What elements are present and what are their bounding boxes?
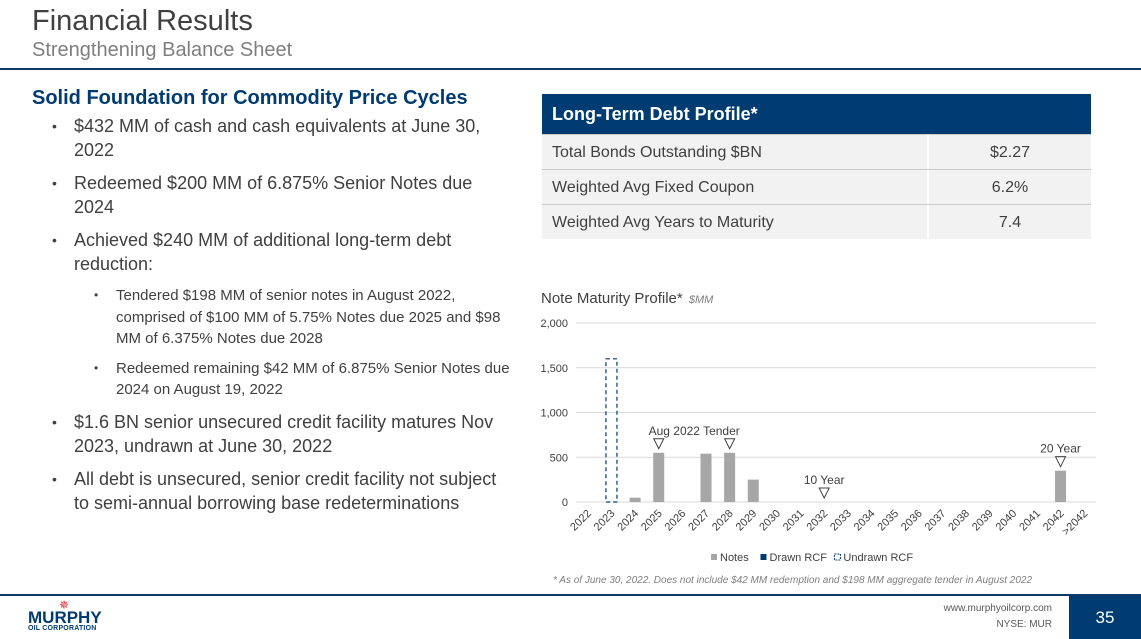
page-subtitle: Strengthening Balance Sheet: [32, 39, 293, 61]
chart-title: Note Maturity Profile* $MM: [541, 290, 713, 307]
legend-swatch: [833, 553, 841, 561]
x-tick-label: 2026: [663, 508, 689, 534]
header-divider: [0, 68, 1141, 70]
legend-label: Undrawn RCF: [843, 552, 913, 564]
y-tick-label: 0: [562, 497, 568, 509]
bullet-text: $432 MM of cash and cash equivalents at …: [74, 116, 481, 160]
row-label: Total Bonds Outstanding $BN: [542, 135, 929, 169]
bullet-text: Redeemed $200 MM of 6.875% Senior Notes …: [74, 173, 473, 217]
bullet-list: $432 MM of cash and cash equivalents at …: [32, 114, 512, 515]
x-tick-label: 2039: [970, 508, 996, 534]
table-row: Total Bonds Outstanding $BN $2.27: [542, 134, 1091, 169]
logo-name: MURPHY: [28, 608, 102, 627]
sub-bullet-item: Redeemed remaining $42 MM of 6.875% Seni…: [74, 358, 512, 401]
row-value: 7.4: [998, 214, 1022, 231]
row-value: 6.2%: [991, 179, 1029, 196]
murphy-logo: ✵ MURPHY OIL CORPORATION: [28, 599, 108, 635]
legend-label: Notes: [720, 552, 749, 564]
logo-star-icon: ✵: [59, 598, 70, 612]
annotation-label: 20 Year: [1040, 442, 1081, 456]
bar-notes: [653, 452, 665, 502]
x-tick-label: 2031: [781, 508, 807, 534]
left-panel: Solid Foundation for Commodity Price Cyc…: [32, 86, 512, 524]
bar-undrawn-rcf: [605, 358, 618, 503]
section-heading: Solid Foundation for Commodity Price Cyc…: [32, 87, 468, 109]
sub-bullet-item: Tendered $198 MM of senior notes in Augu…: [74, 285, 512, 350]
debt-table-title: Long-Term Debt Profile*: [542, 94, 1091, 134]
table-row: Weighted Avg Years to Maturity 7.4: [542, 204, 1091, 239]
logo-subtitle: OIL CORPORATION: [28, 625, 97, 632]
y-tick-label: 1,500: [540, 363, 568, 375]
bullet-item: All debt is unsecured, senior credit fac…: [32, 467, 512, 515]
x-tick-label: 2032: [805, 508, 831, 534]
row-label: Weighted Avg Fixed Coupon: [542, 170, 929, 204]
bar-notes: [724, 452, 736, 502]
annotation-marker-icon: [652, 438, 665, 450]
bullet-text: Achieved $240 MM of additional long-term…: [74, 230, 452, 274]
y-tick-label: 1,000: [540, 408, 568, 420]
annotation-marker-icon: [818, 487, 830, 500]
page-title: Financial Results: [32, 5, 253, 37]
x-tick-label: 2024: [615, 508, 641, 534]
legend-swatch: [760, 554, 767, 560]
y-tick-label: 2,000: [540, 318, 568, 330]
bar-notes: [1055, 470, 1067, 502]
x-tick-label: 2030: [757, 508, 783, 534]
sub-bullet-list: Tendered $198 MM of senior notes in Augu…: [74, 285, 512, 401]
table-row: Weighted Avg Fixed Coupon 6.2%: [542, 169, 1091, 204]
annotation-label: Aug 2022 Tender: [649, 424, 740, 438]
footer-ticker: NYSE: MUR: [996, 619, 1052, 630]
y-tick-label: 500: [550, 452, 568, 464]
x-tick-label: 2037: [923, 508, 949, 534]
x-tick-label: 2029: [734, 508, 760, 534]
annotation-label: 10 Year: [804, 473, 845, 487]
x-tick-label: 2040: [994, 508, 1020, 534]
annotation-marker-icon: [723, 438, 736, 450]
chart-unit: $MM: [688, 294, 714, 306]
row-label: Weighted Avg Years to Maturity: [542, 205, 929, 239]
legend-label: Drawn RCF: [770, 552, 828, 564]
x-tick-label: 2033: [828, 508, 854, 534]
bullet-item: $1.6 BN senior unsecured credit facility…: [32, 410, 512, 458]
x-tick-label: 2023: [592, 508, 618, 534]
footer-divider: [0, 594, 1141, 596]
debt-profile-table: Long-Term Debt Profile* Total Bonds Outs…: [542, 94, 1091, 239]
bar-notes: [700, 453, 712, 502]
x-tick-label: 2038: [946, 508, 972, 534]
x-tick-label: >2042: [1060, 508, 1090, 538]
annotation-marker-icon: [1054, 456, 1067, 468]
x-tick-label: 2022: [568, 508, 594, 534]
x-tick-label: 2027: [686, 508, 712, 534]
x-tick-label: 2028: [710, 508, 736, 534]
bar-notes: [629, 497, 641, 502]
x-tick-label: 2036: [899, 508, 925, 534]
bullet-text: $1.6 BN senior unsecured credit facility…: [74, 411, 494, 456]
x-tick-label: 2034: [852, 508, 878, 534]
page-number: 35: [1069, 596, 1141, 639]
row-value: $2.27: [989, 144, 1031, 161]
bullet-item: $432 MM of cash and cash equivalents at …: [32, 114, 512, 162]
x-tick-label: 2035: [875, 508, 901, 534]
chart-title-text: Note Maturity Profile*: [541, 290, 683, 307]
bullet-text: All debt is unsecured, senior credit fac…: [74, 468, 497, 513]
bullet-item: Redeemed $200 MM of 6.875% Senior Notes …: [32, 171, 512, 219]
bullet-item: Achieved $240 MM of additional long-term…: [32, 228, 512, 401]
legend-swatch: [711, 554, 717, 560]
footnote: * As of June 30, 2022. Does not include …: [553, 575, 1033, 586]
x-tick-label: 2025: [639, 508, 665, 534]
x-tick-label: 2041: [1017, 508, 1043, 534]
note-maturity-chart: 05001,0001,5002,000202220232024202520262…: [540, 318, 1096, 564]
bar-notes: [747, 479, 759, 502]
footer-url[interactable]: www.murphyoilcorp.com: [943, 603, 1052, 614]
